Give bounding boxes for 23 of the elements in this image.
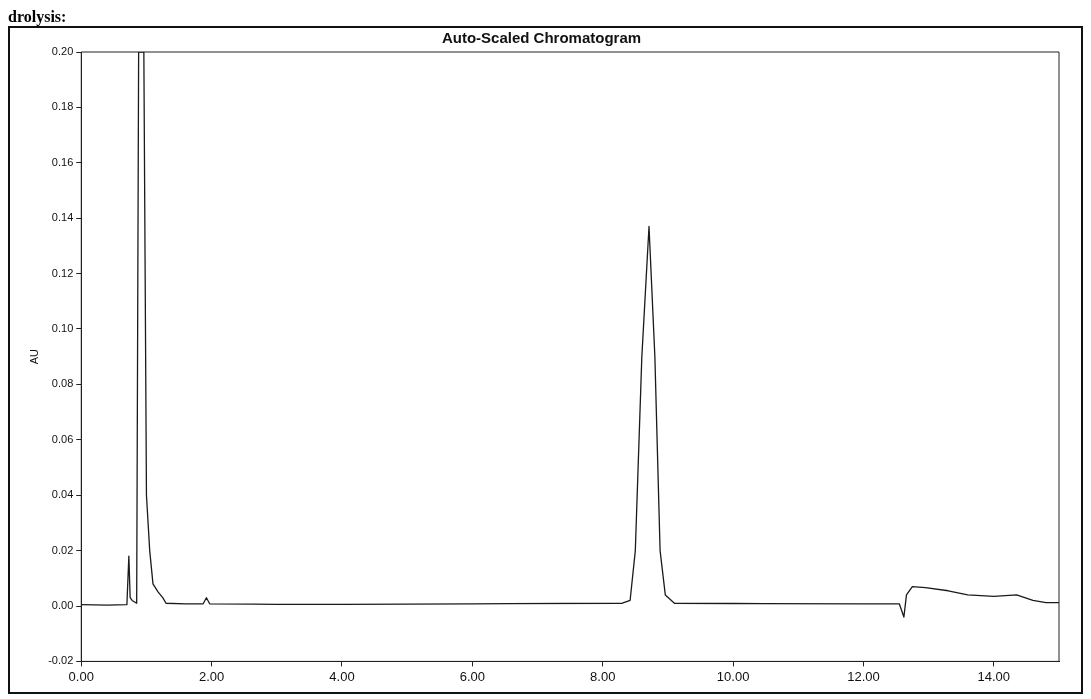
x-tick-label: 0.00 (68, 668, 94, 684)
x-tick-label: 2.00 (198, 668, 225, 684)
y-tick-label: 0.12 (51, 266, 74, 279)
y-tick-label: 0.08 (51, 377, 74, 390)
y-tick-label: 0.02 (51, 543, 74, 556)
text: drolysis: (8, 8, 68, 26)
x-tick-label: 10.00 (716, 668, 750, 684)
y-axis-title: AU (27, 349, 40, 365)
y-tick-label: 0.20 (51, 45, 74, 58)
chart-title: Auto-Scaled Chromatogram (441, 29, 642, 47)
y-tick-label: -0.02 (48, 654, 74, 667)
y-tick-label: 0.14 (51, 211, 74, 224)
y-tick-label: 0.18 (51, 100, 74, 113)
y-tick-label: 0.16 (51, 155, 74, 168)
y-tick-label: 0.10 (51, 322, 74, 335)
y-tick-label: 0.04 (51, 488, 74, 501)
x-tick-label: 12.00 (847, 668, 880, 684)
x-tick-label: 14.00 (977, 668, 1011, 684)
x-tick-label: 4.00 (329, 668, 355, 684)
x-tick-label: 8.00 (590, 668, 616, 684)
x-tick-label: 6.00 (459, 668, 486, 684)
y-tick-label: 0.00 (51, 599, 74, 612)
y-tick-label: 0.06 (51, 432, 74, 445)
